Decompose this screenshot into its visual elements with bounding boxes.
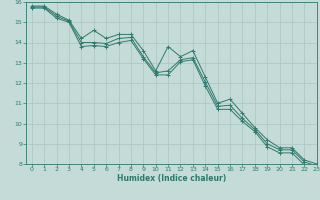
X-axis label: Humidex (Indice chaleur): Humidex (Indice chaleur) <box>116 174 226 183</box>
